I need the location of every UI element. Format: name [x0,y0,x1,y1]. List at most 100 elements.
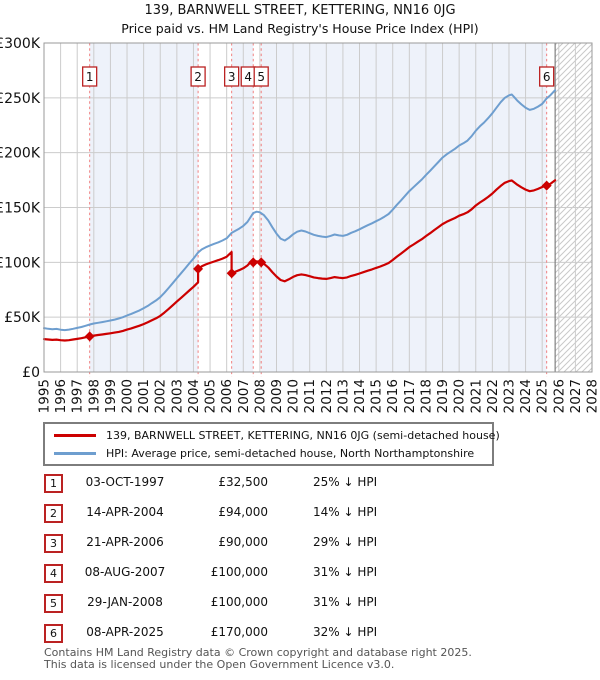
svg-text:3: 3 [228,70,236,84]
svg-text:2004: 2004 [186,379,202,413]
license-footer: Contains HM Land Registry data © Crown c… [44,647,472,670]
sale-date: 14-APR-2004 [86,505,164,519]
license-line-2: This data is licensed under the Open Gov… [44,657,395,671]
sale-price: £100,000 [210,595,268,609]
svg-text:1999: 1999 [103,379,119,413]
svg-text:2026: 2026 [551,379,567,413]
legend-label-hpi: HPI: Average price, semi-detached house,… [106,446,475,460]
sale-number-badge: 6 [44,624,63,643]
svg-text:2013: 2013 [335,379,351,413]
table-row: 3 21-APR-2006 £90,000 29% ↓ HPI [0,534,600,554]
svg-text:1997: 1997 [70,379,86,413]
sale-number-badge: 2 [44,504,63,523]
sale-date: 08-AUG-2007 [84,565,166,579]
svg-text:2: 2 [194,70,202,84]
svg-text:5: 5 [257,70,265,84]
hpi-comparison: 31% ↓ HPI [313,595,378,609]
svg-text:2023: 2023 [501,379,517,413]
svg-text:2018: 2018 [418,379,434,413]
chart-legend: 139, BARNWELL STREET, KETTERING, NN16 0J… [43,422,500,466]
sale-price: £94,000 [218,505,268,519]
sale-marker-diamond [193,263,204,274]
svg-text:£150K: £150K [0,201,41,217]
sale-marker-diamond [84,331,95,342]
hpi-comparison: 29% ↓ HPI [313,535,378,549]
svg-text:2015: 2015 [369,379,385,413]
svg-text:2006: 2006 [219,379,235,413]
svg-text:£250K: £250K [0,91,41,107]
plot-border [43,42,593,373]
sale-number-badge: 5 [44,594,63,613]
legend-label-property: 139, BARNWELL STREET, KETTERING, NN16 0J… [106,428,500,442]
sale-price: £100,000 [210,565,268,579]
sale-number-badge: 1 [44,474,63,493]
hpi-comparison: 14% ↓ HPI [313,505,378,519]
sale-date: 08-APR-2025 [86,625,164,639]
svg-text:2009: 2009 [269,379,285,413]
table-row: 2 14-APR-2004 £94,000 14% ↓ HPI [0,504,600,524]
legend-item-hpi: HPI: Average price, semi-detached house,… [45,446,492,461]
svg-text:1: 1 [86,70,94,84]
svg-text:1998: 1998 [86,379,102,413]
svg-text:2016: 2016 [385,379,401,413]
svg-text:2024: 2024 [518,379,534,413]
svg-text:2008: 2008 [252,379,268,413]
svg-text:2019: 2019 [435,379,451,413]
chart-subtitle: Price paid vs. HM Land Registry's House … [121,21,479,36]
sale-date: 03-OCT-1997 [85,475,165,489]
hpi-line [43,89,557,332]
x-axis-labels: 1995 1996 1997 1998 1999 2000 2001 2002 2003 2004… [37,379,600,413]
svg-text:2007: 2007 [236,379,252,413]
sale-marker-diamond [248,257,259,268]
svg-text:2001: 2001 [136,379,152,413]
price-history-chart: 123456£300K£250K£200K£150K£100K£50K£0199… [0,36,600,413]
svg-text:2020: 2020 [452,379,468,413]
svg-text:2025: 2025 [535,379,551,413]
svg-text:2005: 2005 [203,379,219,413]
svg-text:6: 6 [543,70,551,84]
hpi-comparison: 31% ↓ HPI [313,565,378,579]
table-row: 6 08-APR-2025 £170,000 32% ↓ HPI [0,624,600,644]
svg-text:2027: 2027 [568,379,584,413]
chart-title: 139, BARNWELL STREET, KETTERING, NN16 0J… [144,3,456,18]
svg-text:2022: 2022 [485,379,501,413]
svg-text:1996: 1996 [53,379,69,413]
license-line-1: Contains HM Land Registry data © Crown c… [44,646,472,659]
sale-date: 21-APR-2006 [86,535,164,549]
sale-number-badge: 3 [44,534,63,553]
table-row: 5 29-JAN-2008 £100,000 31% ↓ HPI [0,594,600,614]
sale-marker-diamond [226,268,237,279]
svg-text:4: 4 [244,70,252,84]
svg-text:£100K: £100K [0,255,41,271]
svg-text:2021: 2021 [468,379,484,413]
svg-text:£300K: £300K [0,36,41,52]
svg-text:2010: 2010 [286,379,302,413]
svg-text:£200K: £200K [0,146,41,162]
sale-price: £90,000 [218,535,268,549]
property-line-swatch [54,433,96,437]
sale-price: £32,500 [218,475,268,489]
svg-text:2028: 2028 [585,379,600,413]
svg-text:2011: 2011 [302,379,318,413]
svg-text:2017: 2017 [402,379,418,413]
svg-text:2012: 2012 [319,379,335,413]
svg-text:2002: 2002 [153,379,169,413]
svg-text:£0: £0 [22,365,40,381]
sale-markers [84,180,552,342]
table-row: 1 03-OCT-1997 £32,500 25% ↓ HPI [0,474,600,494]
svg-text:£50K: £50K [4,310,41,326]
sale-marker-diamond [541,180,552,191]
sale-price: £170,000 [210,625,268,639]
hpi-line-swatch [54,451,96,455]
sale-number-badge: 4 [44,564,63,583]
svg-text:2003: 2003 [169,379,185,413]
svg-text:2014: 2014 [352,379,368,413]
sale-date: 29-JAN-2008 [87,595,163,609]
y-axis-labels: £300K £250K £200K £150K £100K £50K £0 [0,36,41,381]
svg-text:2000: 2000 [120,379,136,413]
hpi-comparison: 32% ↓ HPI [313,625,378,639]
svg-text:1995: 1995 [37,379,53,413]
legend-item-property: 139, BARNWELL STREET, KETTERING, NN16 0J… [45,428,500,443]
